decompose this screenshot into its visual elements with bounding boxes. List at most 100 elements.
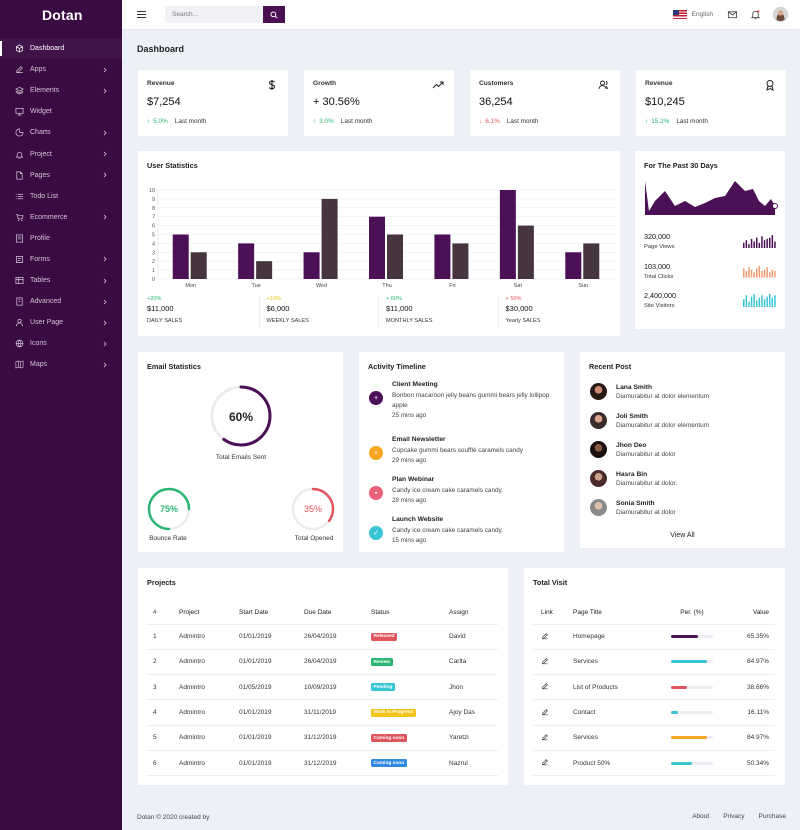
table-row[interactable]: 4 Admintro 01/01/2019 31/11/2019 Work in Pro… (147, 699, 498, 726)
arrow-up-icon: ↑ (313, 118, 317, 125)
table-row[interactable]: 3 Admintro 01/05/2019 10/09/2019 Pending Jhon (147, 674, 498, 701)
menu-icon[interactable] (136, 9, 147, 20)
bar[interactable] (256, 261, 273, 279)
sidebar-item-label: Maps (30, 361, 48, 369)
table-cell: Contact (567, 699, 661, 726)
footer-link-privacy[interactable]: Privacy (723, 813, 745, 820)
table-cell: 31/11/2019 (298, 699, 365, 726)
table-header: Value (723, 602, 775, 625)
recent-post-text: Diamurabitur at dolor (616, 508, 676, 516)
recent-post-item[interactable]: Lana Smith Diamurabitur at dolor elementu… (590, 383, 709, 400)
sidebar-item-ecommerce[interactable]: Ecommerce (0, 207, 122, 228)
sidebar-item-label: Elements (30, 87, 60, 95)
table-row[interactable]: 6 Admintro 01/01/2019 31/12/2019 Coming soon… (147, 750, 498, 777)
table-row[interactable]: 2 Admintro 01/01/2019 26/04/2019 Review Carlt… (147, 649, 498, 676)
footer-link-purchase[interactable]: Purchase (758, 813, 786, 820)
bar[interactable] (172, 234, 189, 280)
email-donuts (147, 385, 335, 531)
stat-period: Last month (676, 118, 708, 125)
status-badge: Review (371, 658, 393, 667)
sidebar-item-forms[interactable]: Forms (0, 249, 122, 270)
divider (497, 296, 499, 328)
stat-value: $10,245 (645, 96, 685, 108)
table-header: Due Date (298, 602, 365, 625)
timeline-title: Email Newsletter (392, 436, 446, 443)
divider (378, 296, 379, 328)
edit-icon[interactable] (541, 733, 549, 743)
bell-icon[interactable] (750, 9, 761, 20)
recent-post-name: Lana Smith (616, 383, 653, 391)
brand-logo[interactable]: Dotan (0, 0, 122, 30)
sidebar-item-label: User Page (30, 319, 64, 327)
user-avatar[interactable] (773, 7, 788, 22)
sidebar-item-profile[interactable]: Profile (0, 228, 122, 249)
sidebar-item-elements[interactable]: Elements (0, 80, 122, 101)
progress-fill (671, 761, 692, 765)
bar[interactable] (369, 216, 385, 279)
language-selector[interactable]: English (691, 11, 713, 18)
recent-post-item[interactable]: Hasra Bin Diamurabitur at dolor. (590, 470, 677, 487)
bar[interactable] (190, 252, 207, 279)
table-cell (533, 624, 567, 650)
table-row[interactable]: Contact 16.11% (533, 699, 775, 726)
sidebar-item-pages[interactable]: Pages (0, 165, 122, 186)
recent-post-text: Diamurabitur at dolor (616, 450, 676, 458)
sidebar-item-project[interactable]: Project (0, 143, 122, 164)
recent-post-item[interactable]: Sonia Smith Diamurabitur at dolor (590, 499, 676, 516)
timeline-body: Email Newsletter Cupcake gummi bears souf… (392, 436, 554, 464)
view-all-link[interactable]: View All (670, 532, 695, 539)
table-row[interactable]: Services 84.97% (533, 649, 775, 676)
recent-post-item[interactable]: Joli Smith Diamurabitur at dolor elementu… (590, 412, 709, 429)
table-cell: 01/01/2019 (233, 725, 298, 751)
mail-icon[interactable] (727, 9, 738, 20)
bar[interactable] (387, 234, 403, 280)
bar[interactable] (499, 190, 516, 279)
sidebar-item-advanced[interactable]: Advanced (0, 291, 122, 312)
activity-timeline-card: Activity Timeline + Client Meeting Bonbon … (358, 351, 565, 553)
sales-summary-item: +10% $6,000 WEEKLY SALES (258, 296, 377, 328)
edit-icon[interactable] (541, 708, 549, 718)
sidebar-item-widget[interactable]: Widget (0, 101, 122, 122)
table-cell: 10/09/2019 (298, 674, 365, 701)
sparkline (743, 294, 776, 307)
table-row[interactable]: 5 Admintro 01/01/2019 31/12/2019 Coming soon… (147, 725, 498, 751)
bar[interactable] (452, 243, 469, 279)
search-input[interactable] (165, 6, 263, 23)
bar[interactable] (434, 234, 451, 280)
table-row[interactable]: Product 50% 50.34% (533, 750, 775, 777)
map-icon (14, 360, 24, 370)
table-row[interactable]: Homepage 65.35% (533, 624, 775, 650)
advanced-icon (14, 297, 24, 307)
sidebar-item-maps[interactable]: Maps (0, 354, 122, 375)
search-button[interactable] (263, 6, 285, 23)
sidebar-item-icons[interactable]: Icons (0, 333, 122, 354)
edit-icon[interactable] (541, 759, 549, 768)
bar[interactable] (517, 225, 534, 279)
bar[interactable] (303, 252, 320, 279)
table-cell: Yaretzi (443, 725, 498, 751)
table-row[interactable]: 1 Admintro 01/01/2019 26/04/2019 Released Dav… (147, 624, 498, 650)
avatar (590, 383, 607, 400)
sidebar-item-apps[interactable]: Apps (0, 59, 122, 80)
bar[interactable] (583, 243, 600, 279)
edit-icon[interactable] (541, 683, 549, 692)
x-tick-label: Mon (185, 283, 196, 289)
recent-post-item[interactable]: Jhon Deo Diamurabitur at dolor (590, 441, 676, 458)
bar[interactable] (321, 198, 338, 279)
edit-icon[interactable] (541, 632, 549, 642)
us-flag-icon[interactable] (672, 10, 687, 19)
bar[interactable] (565, 252, 582, 279)
sidebar-item-user-page[interactable]: User Page (0, 312, 122, 333)
bar[interactable] (238, 243, 255, 279)
edit-icon[interactable] (541, 658, 549, 667)
sidebar-item-tables[interactable]: Tables (0, 270, 122, 291)
sidebar-item-todo-list[interactable]: Todo List (0, 186, 122, 207)
metric-item: 2,400,000 Site Visitors (644, 291, 676, 309)
sidebar-item-charts[interactable]: Charts (0, 122, 122, 143)
footer-link-about[interactable]: About (692, 813, 710, 820)
sparkline (743, 235, 776, 248)
sidebar-item-dashboard[interactable]: Dashboard (0, 38, 122, 60)
progress-fill (671, 635, 699, 639)
table-row[interactable]: List of Products 38.66% (533, 674, 775, 701)
table-row[interactable]: Services 84.97% (533, 725, 775, 751)
